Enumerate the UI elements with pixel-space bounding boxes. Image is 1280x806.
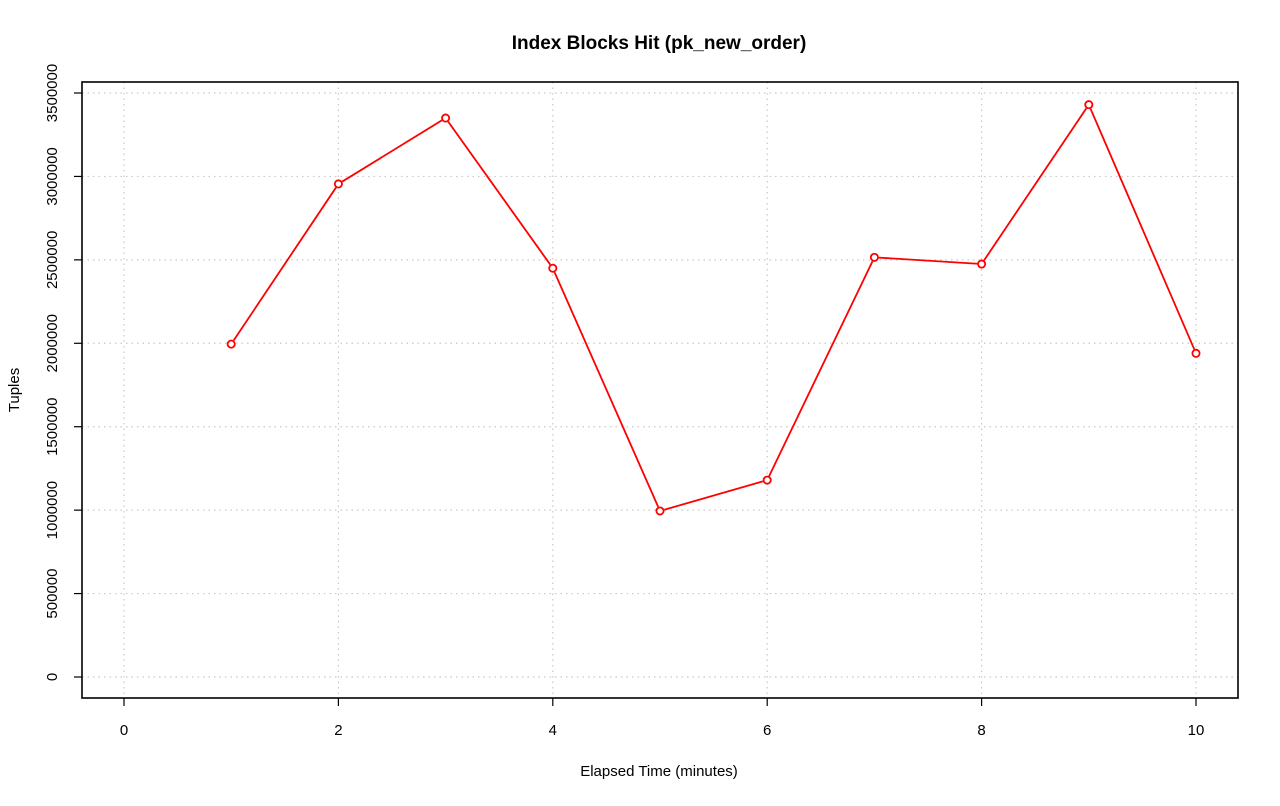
data-point xyxy=(441,113,451,123)
data-point xyxy=(548,263,558,273)
data-point xyxy=(333,179,343,189)
data-point xyxy=(226,339,236,349)
x-tick-label: 4 xyxy=(549,722,557,739)
axes: 0 2 4 6 8 10 0 500000 1000000 1500000 2000000 25000… xyxy=(44,64,1239,739)
y-tick-label: 2000000 xyxy=(44,314,61,372)
x-tick-label: 8 xyxy=(977,722,985,739)
y-tick-label: 3000000 xyxy=(44,147,61,205)
data-point xyxy=(1191,348,1201,358)
chart-title: Index Blocks Hit (pk_new_order) xyxy=(512,33,807,54)
data-point xyxy=(1084,100,1094,110)
y-axis-label: Tuples xyxy=(6,368,23,412)
y-tick-label: 1500000 xyxy=(44,398,61,456)
data-point xyxy=(869,252,879,262)
x-tick-label: 6 xyxy=(763,722,771,739)
y-tick-label: 3500000 xyxy=(44,64,61,122)
data-point xyxy=(762,475,772,485)
x-tick-label: 0 xyxy=(120,722,128,739)
x-tick-label: 2 xyxy=(334,722,342,739)
y-tick-label: 500000 xyxy=(44,569,61,619)
x-axis-label: Elapsed Time (minutes) xyxy=(580,763,738,780)
y-tick-label: 0 xyxy=(44,673,61,681)
plot-frame xyxy=(81,81,1239,699)
y-tick-label: 2500000 xyxy=(44,231,61,289)
grid xyxy=(82,82,1238,698)
y-tick-label: 1000000 xyxy=(44,481,61,539)
x-tick-label: 10 xyxy=(1188,722,1205,739)
series xyxy=(226,100,1201,516)
data-point xyxy=(977,259,987,269)
data-point xyxy=(655,506,665,516)
series-line xyxy=(230,103,1197,512)
